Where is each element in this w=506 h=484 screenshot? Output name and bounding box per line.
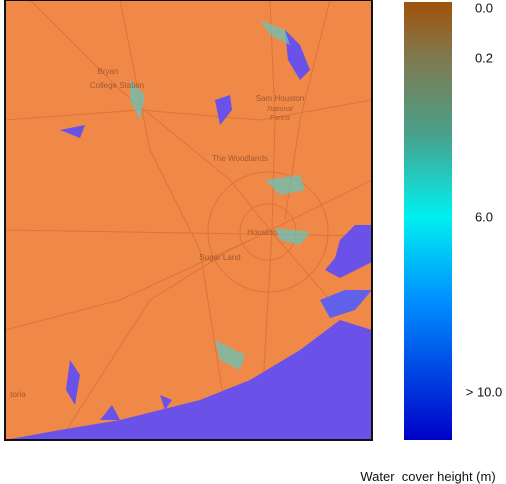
- colorbar-tick-label: 0.0: [475, 0, 493, 15]
- place-label: Sam Houston: [256, 94, 304, 103]
- water: [5, 30, 372, 440]
- place-label: The Woodlands: [212, 154, 268, 163]
- place-label: Houston: [247, 228, 277, 237]
- roads: [5, 0, 372, 440]
- map-frame: [4, 0, 373, 441]
- shallow-water: [130, 20, 310, 370]
- colorbar: [404, 2, 452, 440]
- place-label: National: [267, 106, 293, 113]
- colorbar-title: Water cover height (m): [360, 469, 495, 484]
- colorbar-tick-label: > 10.0: [466, 384, 503, 399]
- colorbar-tick-label: 6.0: [475, 209, 493, 224]
- map: Bryan College Station Sam Houston Nation…: [5, 0, 372, 440]
- place-label: toria: [10, 390, 26, 399]
- place-label: Bryan: [98, 67, 119, 76]
- colorbar-tick-label: 0.2: [475, 50, 493, 65]
- place-label: Forest: [270, 115, 291, 122]
- place-label: Sugar Land: [199, 253, 240, 262]
- place-label: College Station: [90, 81, 144, 90]
